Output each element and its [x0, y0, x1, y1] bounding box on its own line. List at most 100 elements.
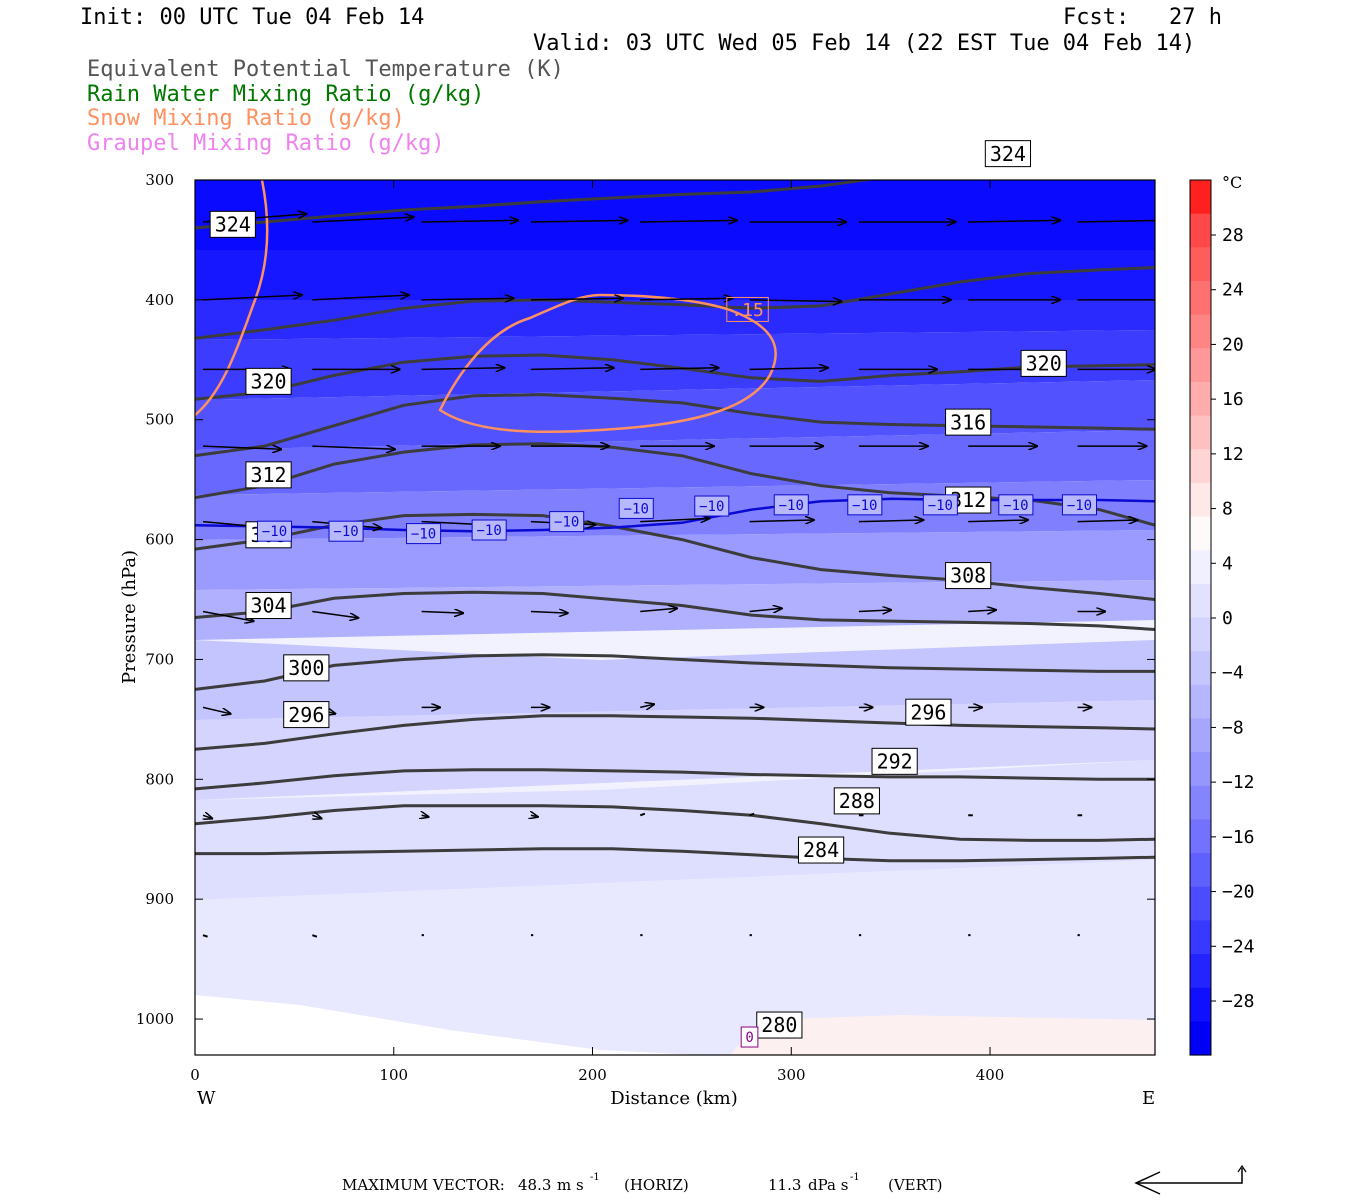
- temperature-colorbar: °C 28 24 20 16 12 8 4 0 −4 −8 −12 −16 −20 −24 −28: [1189, 173, 1255, 1056]
- y-tick-label: 500: [145, 411, 174, 429]
- x-right-end-label: E: [1142, 1088, 1155, 1109]
- theta-e-contour-312: [195, 393, 1155, 458]
- svg-text:304: 304: [250, 594, 286, 618]
- svg-text:−10: −10: [852, 498, 877, 514]
- svg-text:0: 0: [745, 1030, 753, 1046]
- y-tick-label: 600: [145, 531, 174, 549]
- wind-vector: [312, 610, 358, 618]
- temperature-shading: [195, 180, 1155, 1055]
- svg-text:320: 320: [250, 370, 286, 394]
- wind-vector: [312, 815, 321, 818]
- contour-label: 316: [945, 408, 992, 436]
- colorbar-segment: [1190, 785, 1211, 821]
- wind-vector: [858, 610, 891, 612]
- colorbar-tick-label: 8: [1222, 499, 1233, 520]
- wind-vector: [421, 220, 519, 222]
- contour-label: 280: [756, 1011, 803, 1039]
- colorbar-segment: [1190, 449, 1211, 484]
- colorbar-tick-label: 20: [1222, 334, 1244, 355]
- svg-text:−10: −10: [1067, 498, 1092, 514]
- contour-label: 312: [245, 461, 292, 489]
- wind-vector: [1077, 219, 1155, 223]
- colorbar-segment: [1190, 684, 1211, 720]
- horiz-vector-unit: m s: [557, 1176, 584, 1194]
- colorbar-segment: [1190, 381, 1211, 417]
- colorbar-segment: [1190, 415, 1211, 450]
- colorbar-segment: [1190, 1021, 1211, 1056]
- colorbar-segment: [1190, 314, 1211, 349]
- svg-text:−10: −10: [699, 499, 724, 515]
- contour-label: 308: [945, 562, 992, 590]
- y-tick-label: 900: [145, 890, 174, 908]
- wind-vector: [530, 298, 623, 300]
- wind-vector: [530, 612, 568, 614]
- contour-label: −10: [256, 520, 293, 542]
- theta-e-contour-280: [195, 847, 1155, 863]
- wind-vector: [530, 220, 628, 222]
- svg-text:−10: −10: [411, 527, 436, 543]
- reference-vector-head: [1134, 1171, 1161, 1195]
- wind-vector: [312, 446, 395, 449]
- vert-vector-suffix: (VERT): [888, 1176, 943, 1194]
- colorbar-segment: [1190, 752, 1211, 787]
- wind-vector: [858, 520, 923, 522]
- wind-vector: [312, 217, 413, 223]
- svg-text:324: 324: [990, 142, 1026, 166]
- x-tick-label: 200: [578, 1066, 607, 1084]
- colorbar-segment: [1190, 247, 1211, 282]
- horiz-vector-exponent: -1: [590, 1172, 600, 1183]
- svg-text:288: 288: [839, 789, 875, 813]
- colorbar-tick-label: −28: [1222, 991, 1255, 1012]
- wind-vector: [640, 518, 709, 521]
- theta-e-contour-324: [195, 180, 876, 230]
- svg-text:284: 284: [803, 838, 839, 862]
- wind-vector: [639, 812, 646, 817]
- wind-vector: [202, 610, 254, 622]
- contour-label: 304: [245, 592, 292, 620]
- wind-vector: [749, 608, 782, 611]
- wind-vector: [640, 368, 718, 370]
- x-tick-label: 0: [190, 1066, 200, 1084]
- svg-text:−10: −10: [928, 498, 953, 514]
- forecast-hour: Fcst: 27 h: [1063, 5, 1222, 30]
- colorbar-segment: [1190, 180, 1211, 215]
- colorbar-segment: [1190, 819, 1211, 854]
- colorbar-tick-label: 16: [1222, 389, 1244, 410]
- colorbar-segment: [1190, 987, 1211, 1022]
- svg-text:316: 316: [950, 410, 986, 434]
- svg-text:−10: −10: [1003, 498, 1028, 514]
- svg-text:−10: −10: [477, 523, 502, 539]
- y-tick-label: 700: [145, 650, 174, 668]
- colorbar-tick-label: 0: [1222, 608, 1233, 629]
- contour-label: 296: [283, 701, 330, 729]
- contour-label: −10: [773, 494, 809, 516]
- init-time: Init: 00 UTC Tue 04 Feb 14: [80, 5, 425, 30]
- x-left-end-label: W: [197, 1088, 216, 1109]
- colorbar-tick-label: 28: [1222, 225, 1244, 246]
- wind-vector: [968, 520, 1028, 522]
- theta-e-contour-284: [195, 804, 1155, 842]
- contour-label: −10: [998, 494, 1034, 516]
- contour-label: −10: [328, 520, 364, 542]
- colorbar-segment: [1190, 516, 1211, 551]
- x-tick-label: 400: [976, 1066, 1005, 1084]
- svg-text:296: 296: [910, 700, 946, 724]
- y-axis: 300 400 500 600 700 800 900 1000 Pressure (hPa): [119, 171, 1155, 1028]
- colorbar-segment: [1190, 718, 1211, 753]
- x-axis-label: Distance (km): [610, 1088, 737, 1109]
- valid-time: Valid: 03 UTC Wed 05 Feb 14 (22 EST Tue …: [533, 31, 1196, 56]
- max-vector-legend: MAXIMUM VECTOR: 48.3 m s -1 (HORIZ) 11.3…: [342, 1164, 1247, 1195]
- svg-text:−10: −10: [333, 524, 358, 540]
- wind-vector: [749, 520, 814, 522]
- colorbar-tick-label: 12: [1222, 444, 1244, 465]
- colorbar-segment: [1190, 853, 1211, 888]
- contour-label: 324: [984, 140, 1032, 168]
- theta-e-contour-320: [195, 266, 1155, 340]
- contour-label: 288: [833, 787, 880, 815]
- y-tick-label: 300: [145, 171, 174, 189]
- colorbar-tick-label: −20: [1222, 882, 1255, 903]
- wind-vector: [640, 298, 732, 300]
- contour-label: 296: [905, 698, 952, 726]
- snow-contour-center: [438, 293, 777, 434]
